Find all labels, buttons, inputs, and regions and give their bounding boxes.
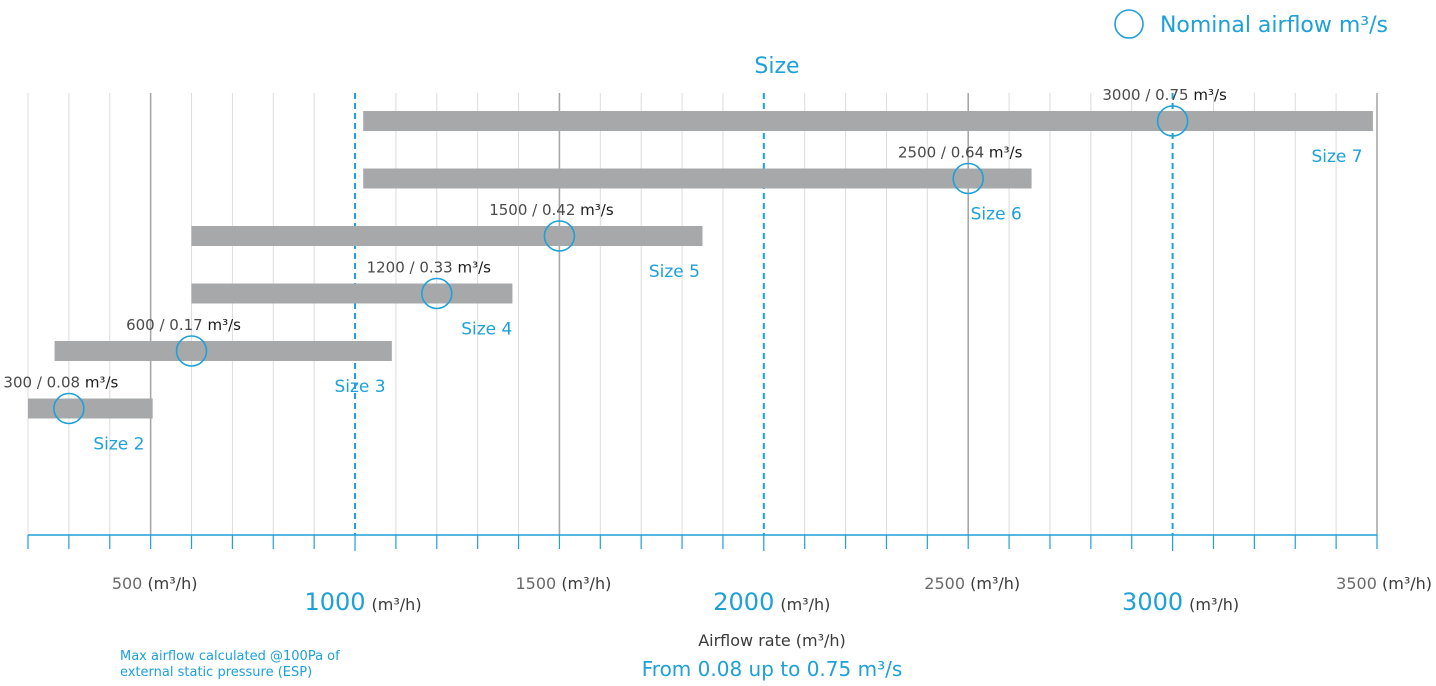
grid-lines [27,93,1378,535]
nominal-marker [53,392,85,425]
chart-subtitle: From 0.08 up to 0.75 m³/s [642,657,903,681]
nominal-marker [1156,105,1189,137]
chart-title: Size [754,54,799,79]
size-label: Size 5 [649,262,700,282]
legend-label: Nominal airflow m³/s [1160,13,1388,38]
size-label: Size 3 [334,377,385,397]
size-bar [363,168,1032,189]
nominal-label: 1500 / 0.42 m³/s [489,201,614,219]
chart-labels: Size Nominal airflow m³/s Airflow rate (… [120,9,1388,681]
x-tick-label: 3000 (m³/h) [1122,588,1239,616]
size-label: Size 2 [93,435,144,455]
x-tick-label: 1000 (m³/h) [304,588,421,616]
x-tick-label: 1500 (m³/h) [516,574,612,593]
nominal-label: 300 / 0.08 m³/s [3,374,118,392]
size-bar [54,341,392,361]
nominal-marker [952,162,985,195]
nominal-label: 600 / 0.17 m³/s [126,316,241,334]
x-tick-label: 500 (m³/h) [112,574,198,593]
x-tick-label: 3500 (m³/h) [1336,574,1432,593]
size-bar [363,111,1373,131]
size-label: Size 4 [461,320,512,340]
nominal-label: 2500 / 0.64 m³/s [898,144,1023,162]
nominal-label: 3000 / 0.75 m³/s [1102,86,1227,104]
nominal-marker [175,335,208,367]
x-axis: 500 (m³/h) 1000 (m³/h) 1500 (m³/h) 2000 (m³/h… [27,534,1432,616]
nominal-marker [543,220,576,252]
x-tick-label: 2000 (m³/h) [713,588,830,616]
footnote-line-1: Max airflow calculated @100Pa of [120,649,340,664]
nominal-label: 1200 / 0.33 m³/s [367,259,492,277]
size-label: Size 6 [971,205,1022,225]
x-axis-label: Airflow rate (m³/h) [698,631,846,650]
footnote-line-2: external static pressure (ESP) [120,665,312,680]
size-bar [191,226,703,246]
size-bars: 300 / 0.08 m³/s Size 2 600 / 0.17 m³/s Size… [3,86,1373,455]
size-bar [28,398,153,419]
size-label: Size 7 [1311,147,1362,167]
size-bar [191,283,513,304]
nominal-marker [420,277,453,310]
x-tick-label: 2500 (m³/h) [924,574,1020,593]
legend-nominal-circle-icon [1114,9,1144,39]
